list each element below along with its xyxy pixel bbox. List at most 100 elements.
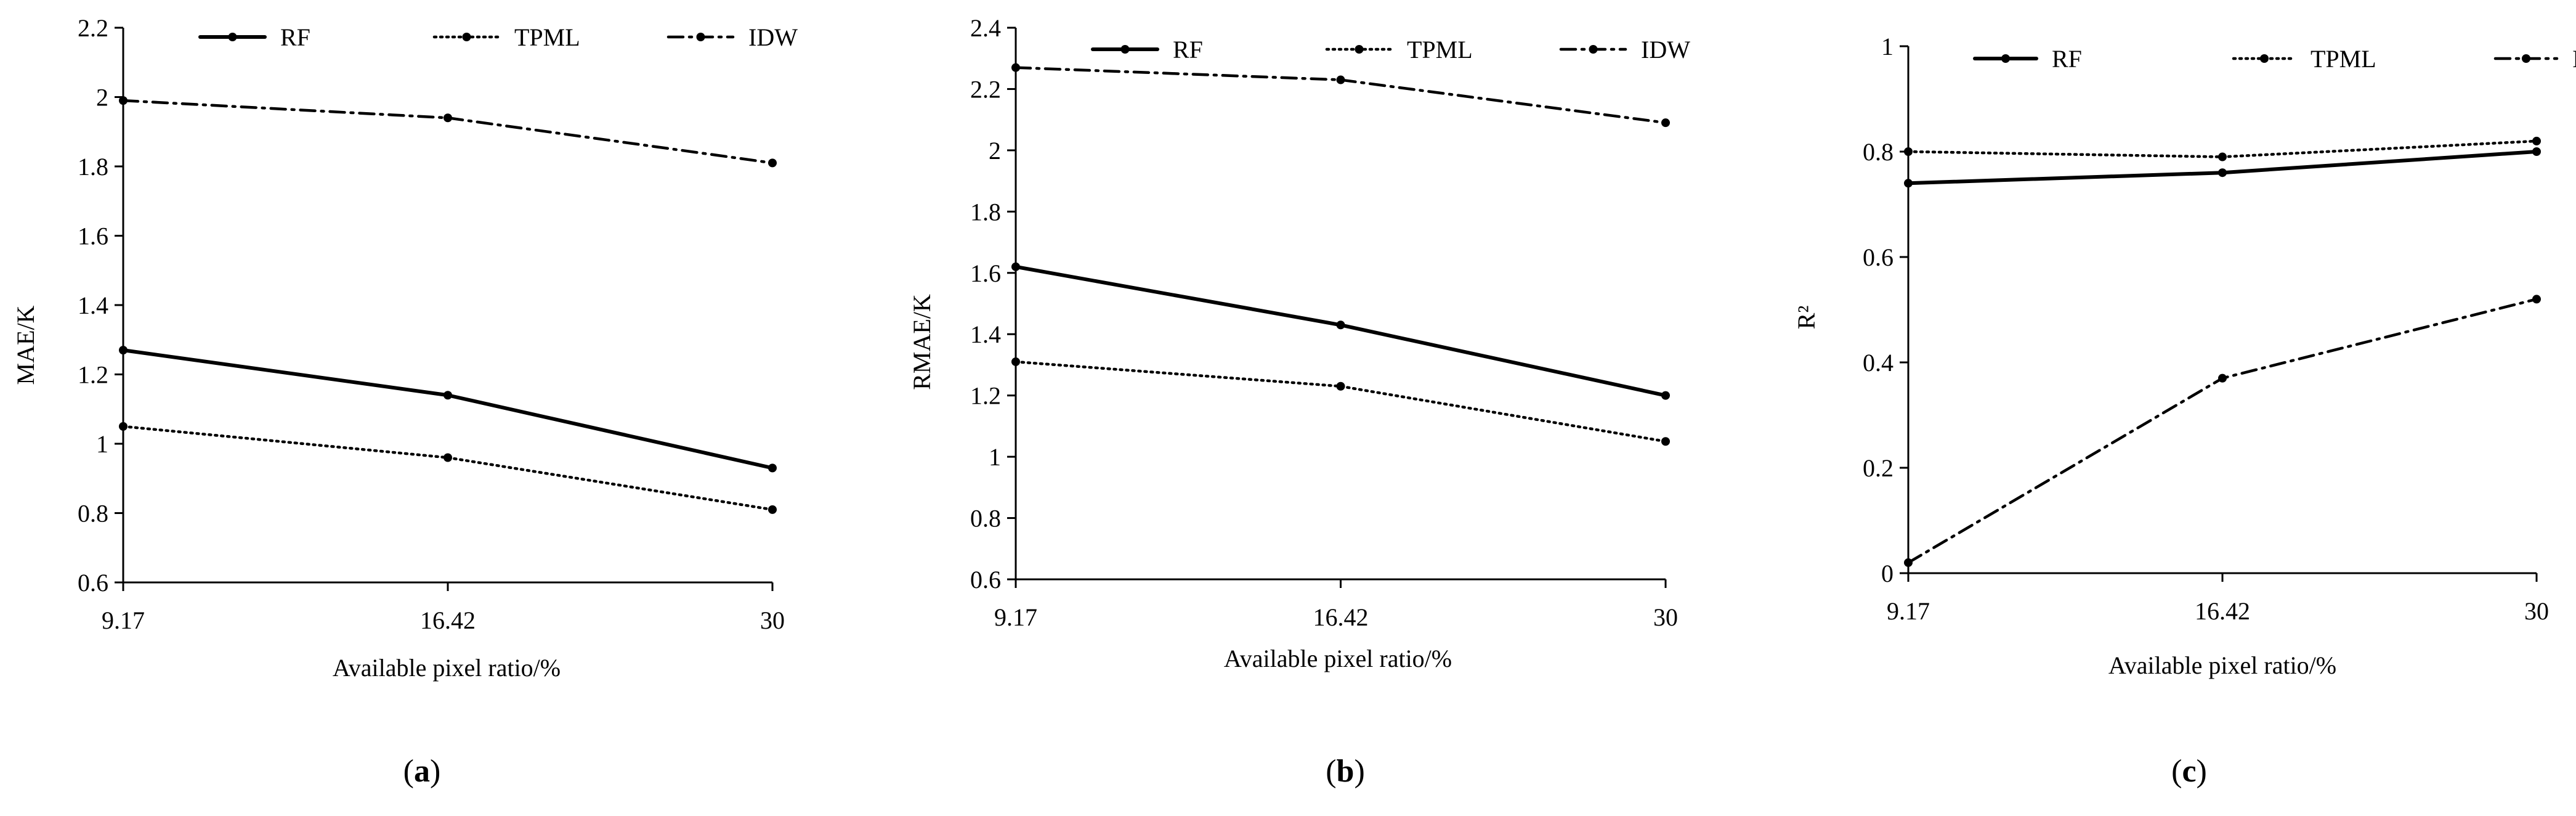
chart-panel-a: 0.6 0.8 1 1.2 1.4 1.6 1.8 2 2.2 9.17 16.42 30 RF TPM… (12, 14, 798, 789)
y-tick-label: 0.8 (78, 500, 108, 528)
legend-label-idw: IDW (1641, 36, 1690, 63)
legend-marker-idw (696, 33, 705, 41)
legend-marker-tpml (462, 33, 471, 41)
y-tick-label: 0.6 (1863, 243, 1894, 271)
panel-label-a: (a) (403, 754, 441, 789)
legend-marker-rf (2001, 54, 2010, 63)
y-tick-label: 0.8 (1863, 138, 1894, 166)
y-axis-title: MAE/K (12, 305, 39, 385)
data-point-tpml (2532, 136, 2541, 145)
series-group (119, 96, 777, 514)
x-tick-label: 30 (2524, 597, 2549, 625)
data-point-tpml (1661, 437, 1670, 446)
data-point-idw (2218, 373, 2227, 383)
data-point-idw (1336, 75, 1345, 84)
data-point-tpml (2218, 152, 2227, 161)
data-point-rf (2218, 168, 2227, 177)
legend-marker-tpml (1355, 45, 1364, 54)
data-point-idw (2532, 295, 2541, 304)
y-tick-label: 0.4 (1863, 349, 1894, 377)
y-tick-label: 2.2 (78, 14, 108, 42)
legend-marker-tpml (2260, 54, 2269, 63)
chart-panel-c: 0 0.2 0.4 0.6 0.8 1 9.17 16.42 30 RF TPML IDW R² A… (1792, 33, 2576, 789)
axes: 0 0.2 0.4 0.6 0.8 1 9.17 16.42 30 (1863, 33, 2549, 625)
legend-label-idw: IDW (2572, 45, 2576, 73)
y-tick-label: 2.4 (970, 14, 1001, 42)
y-tick-label: 2 (96, 84, 108, 112)
x-tick-label: 9.17 (102, 606, 145, 634)
data-point-idw (768, 158, 777, 168)
x-axis-title: Available pixel ratio/% (333, 654, 561, 682)
axes: 0.6 0.8 1 1.2 1.4 1.6 1.8 2 2.2 9.17 16.42 30 (78, 14, 785, 634)
data-point-tpml (444, 453, 452, 462)
data-point-tpml (1011, 357, 1020, 366)
panel-label-b: (b) (1326, 754, 1365, 789)
legend-label-rf: RF (280, 23, 310, 51)
y-tick-label: 1 (1881, 33, 1894, 60)
panel-label-c: (c) (2171, 754, 2207, 789)
legend-label-rf: RF (1173, 36, 1203, 63)
data-point-idw (444, 113, 452, 123)
y-tick-label: 0.6 (78, 569, 108, 597)
y-tick-label: 1 (96, 430, 108, 458)
data-point-rf (444, 391, 452, 400)
y-tick-label: 0 (1881, 560, 1894, 587)
y-tick-label: 1.4 (970, 320, 1001, 348)
y-tick-label: 0.6 (970, 566, 1001, 594)
y-tick-label: 0.2 (1863, 454, 1894, 482)
data-point-tpml (768, 505, 777, 514)
data-point-rf (2532, 147, 2541, 156)
x-tick-label: 30 (1653, 603, 1678, 631)
data-point-idw (119, 96, 128, 105)
series-group (1011, 63, 1670, 446)
x-tick-label: 16.42 (2195, 597, 2250, 625)
legend-label-tpml: TPML (1407, 36, 1473, 63)
legend-label-idw: IDW (748, 23, 798, 51)
y-tick-label: 2.2 (970, 75, 1001, 103)
series-line-rf (1014, 264, 1667, 398)
y-tick-label: 1.2 (970, 382, 1001, 410)
data-point-tpml (119, 422, 128, 431)
series-line-idw (121, 99, 774, 165)
series-line-idw (1906, 298, 2538, 565)
data-point-rf (1336, 320, 1345, 330)
series-group (1904, 136, 2541, 567)
data-point-rf (768, 463, 777, 473)
legend-marker-rf (1120, 45, 1130, 54)
x-tick-label: 16.42 (420, 606, 476, 634)
y-tick-label: 1 (989, 443, 1001, 471)
data-point-rf (1904, 179, 1913, 188)
data-point-rf (1011, 262, 1020, 271)
legend: RF TPML IDW (1973, 45, 2576, 73)
x-tick-label: 9.17 (1887, 597, 1930, 625)
data-point-idw (1011, 63, 1020, 72)
legend-label-rf: RF (2052, 45, 2082, 73)
y-tick-label: 0.8 (970, 505, 1001, 532)
chart-panel-b: 0.6 0.8 1 1.2 1.4 1.6 1.8 2 2.2 2.4 9.17 16.42 30 RF… (908, 14, 1690, 789)
legend: RF TPML IDW (1091, 36, 1690, 63)
y-tick-label: 1.6 (970, 259, 1001, 287)
data-point-tpml (1904, 147, 1913, 156)
y-tick-label: 1.8 (78, 153, 108, 181)
legend-marker-rf (228, 33, 237, 41)
data-point-idw (1904, 558, 1913, 567)
y-tick-label: 1.2 (78, 361, 108, 389)
legend: RF TPML IDW (198, 23, 798, 51)
y-tick-label: 1.8 (970, 198, 1001, 226)
y-axis-title: R² (1792, 306, 1820, 330)
series-line-tpml (121, 425, 774, 512)
legend-label-tpml: TPML (2311, 45, 2376, 73)
y-tick-label: 2 (989, 137, 1001, 165)
x-tick-label: 16.42 (1313, 603, 1369, 631)
data-point-idw (1661, 118, 1670, 128)
legend-marker-idw (1589, 45, 1598, 54)
axes: 0.6 0.8 1 1.2 1.4 1.6 1.8 2 2.2 2.4 9.17 16.42 30 (970, 14, 1678, 631)
x-axis-title: Available pixel ratio/% (2108, 651, 2336, 679)
legend-label-tpml: TPML (514, 23, 580, 51)
y-axis-title: RMAE/K (908, 294, 936, 390)
y-tick-label: 1.6 (78, 222, 108, 250)
y-tick-label: 1.4 (78, 292, 108, 319)
x-tick-label: 30 (760, 606, 785, 634)
data-point-rf (1661, 391, 1670, 400)
series-line-rf (121, 348, 774, 470)
